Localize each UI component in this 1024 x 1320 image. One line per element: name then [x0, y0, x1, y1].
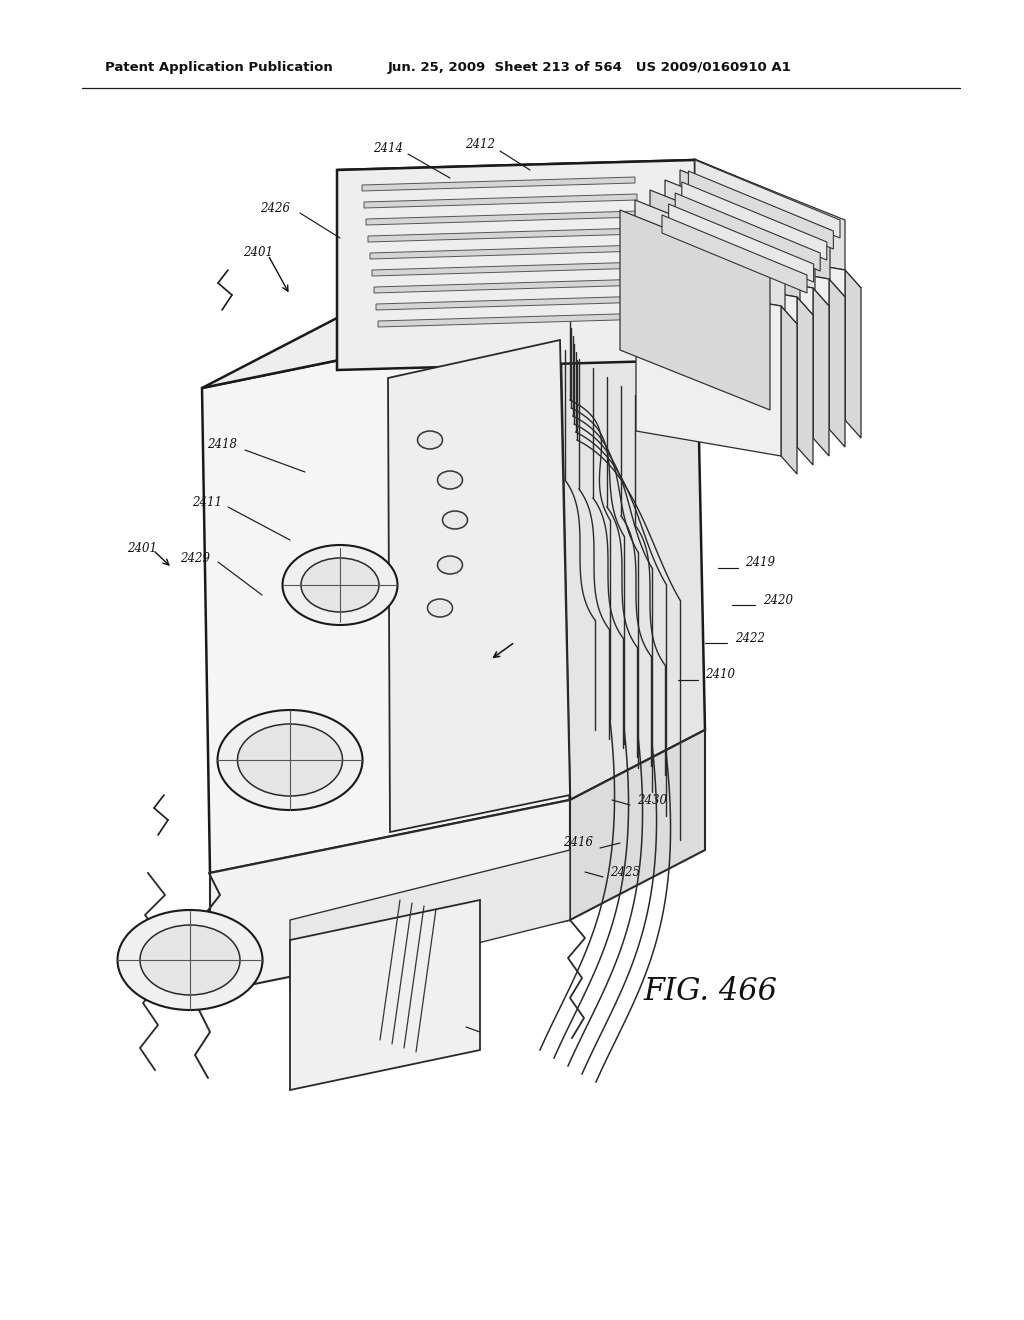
Ellipse shape: [442, 511, 468, 529]
Polygon shape: [337, 160, 695, 370]
Polygon shape: [695, 160, 840, 420]
Text: 2426: 2426: [260, 202, 290, 214]
Ellipse shape: [118, 909, 262, 1010]
Text: 2428: 2428: [433, 1015, 463, 1028]
Text: 2422: 2422: [735, 631, 765, 644]
Polygon shape: [680, 170, 830, 370]
Ellipse shape: [217, 710, 362, 810]
Polygon shape: [797, 297, 813, 465]
Text: 2430: 2430: [637, 793, 667, 807]
Polygon shape: [378, 313, 651, 327]
Polygon shape: [700, 246, 861, 288]
Polygon shape: [202, 246, 695, 388]
Text: 2425: 2425: [610, 866, 640, 879]
Polygon shape: [290, 850, 570, 990]
Polygon shape: [845, 271, 861, 438]
Polygon shape: [684, 253, 845, 297]
Polygon shape: [695, 160, 845, 360]
Polygon shape: [668, 263, 813, 438]
Ellipse shape: [427, 599, 453, 616]
Polygon shape: [636, 281, 781, 455]
Text: 2412: 2412: [465, 139, 495, 152]
Polygon shape: [665, 180, 815, 380]
Ellipse shape: [301, 558, 379, 612]
Polygon shape: [202, 315, 570, 873]
Polygon shape: [290, 900, 480, 1090]
Polygon shape: [695, 160, 840, 238]
Polygon shape: [570, 730, 705, 920]
Ellipse shape: [437, 556, 463, 574]
Text: Patent Application Publication: Patent Application Publication: [105, 62, 333, 74]
Polygon shape: [668, 263, 829, 306]
Polygon shape: [684, 253, 829, 429]
Text: FIG. 466: FIG. 466: [643, 977, 777, 1007]
Polygon shape: [635, 201, 785, 400]
Polygon shape: [366, 211, 639, 224]
Ellipse shape: [437, 471, 463, 488]
Polygon shape: [682, 182, 826, 260]
Polygon shape: [781, 306, 797, 474]
Polygon shape: [370, 246, 643, 259]
Text: 2414: 2414: [373, 141, 403, 154]
Polygon shape: [652, 272, 797, 447]
Text: 2410: 2410: [705, 668, 735, 681]
Polygon shape: [675, 193, 820, 271]
Polygon shape: [210, 800, 570, 993]
Polygon shape: [372, 261, 645, 276]
Polygon shape: [337, 160, 840, 230]
Text: 2401: 2401: [127, 541, 157, 554]
Text: 2416: 2416: [563, 837, 593, 850]
Text: 2420: 2420: [763, 594, 793, 606]
Polygon shape: [376, 296, 649, 310]
Polygon shape: [700, 246, 845, 420]
Ellipse shape: [140, 925, 240, 995]
Polygon shape: [388, 341, 570, 832]
Text: 2419: 2419: [745, 557, 775, 569]
Polygon shape: [362, 177, 635, 191]
Polygon shape: [636, 281, 797, 323]
Polygon shape: [652, 272, 813, 315]
Polygon shape: [620, 210, 770, 411]
Polygon shape: [669, 205, 814, 282]
Ellipse shape: [238, 723, 342, 796]
Polygon shape: [364, 194, 637, 209]
Polygon shape: [829, 279, 845, 447]
Polygon shape: [368, 228, 641, 242]
Polygon shape: [374, 279, 647, 293]
Text: 2401: 2401: [243, 246, 273, 259]
Text: 2429: 2429: [180, 552, 210, 565]
Polygon shape: [650, 190, 800, 389]
Polygon shape: [813, 288, 829, 455]
Text: 2418: 2418: [207, 438, 237, 451]
Polygon shape: [662, 215, 807, 293]
Ellipse shape: [283, 545, 397, 624]
Text: 2411: 2411: [193, 495, 222, 508]
Text: Jun. 25, 2009  Sheet 213 of 564   US 2009/0160910 A1: Jun. 25, 2009 Sheet 213 of 564 US 2009/0…: [388, 62, 792, 74]
Text: 2423: 2423: [745, 209, 775, 222]
Ellipse shape: [418, 432, 442, 449]
Polygon shape: [560, 246, 705, 800]
Polygon shape: [688, 172, 834, 249]
